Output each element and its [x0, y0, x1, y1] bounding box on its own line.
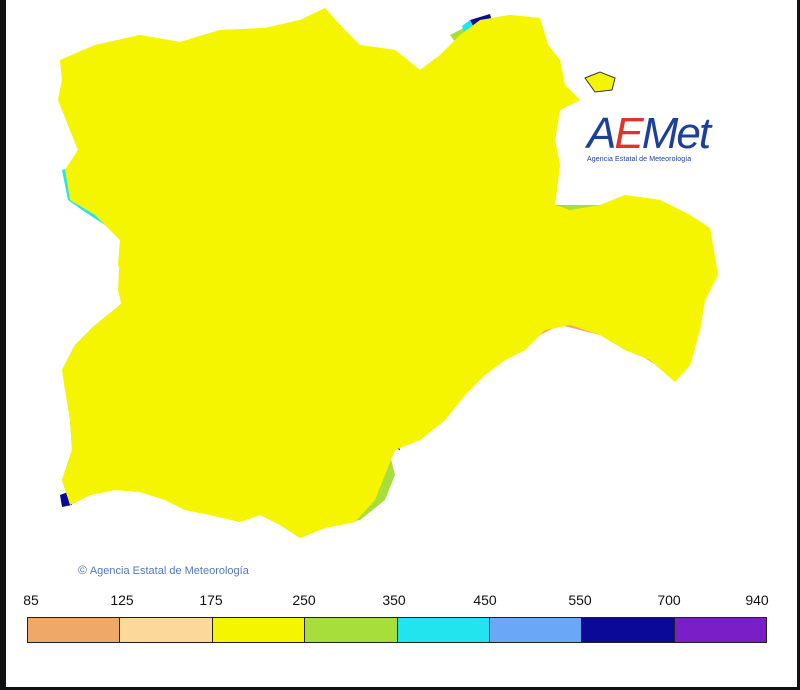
- copyright-text: Agencia Estatal de Meteorología: [89, 565, 249, 577]
- legend-swatch: [305, 618, 398, 642]
- copyright-icon: ©: [78, 563, 87, 577]
- legend-label: 700: [657, 592, 681, 608]
- legend-swatch: [489, 618, 583, 642]
- legend-label: 125: [110, 592, 134, 608]
- legend-labels: 85 125 175 250 350 450 550 700 940: [0, 592, 800, 612]
- legend-label: 175: [199, 592, 223, 608]
- color-legend: 85 125 175 250 350 450 550 700 940: [0, 590, 800, 650]
- legend-swatch: [582, 618, 675, 642]
- legend-label: 940: [745, 592, 769, 608]
- legend-label: 85: [23, 592, 39, 608]
- legend-label: 550: [568, 592, 592, 608]
- legend-label: 450: [473, 592, 497, 608]
- legend-swatch: [212, 618, 306, 642]
- legend-swatch: [674, 618, 766, 642]
- copyright-notice: © Agencia Estatal de Meteorología: [78, 563, 249, 577]
- legend-swatch: [397, 618, 490, 642]
- legend-label: 350: [382, 592, 406, 608]
- aemet-logo-subtitle: Agencia Estatal de Meteorología: [587, 156, 692, 163]
- aemet-logo-name: AEMet: [587, 109, 711, 158]
- aemet-logo: AEMet Agencia Estatal de Meteorología: [587, 112, 727, 172]
- legend-swatch: [120, 618, 213, 642]
- legend-swatch: [28, 618, 121, 642]
- legend-label: 250: [292, 592, 316, 608]
- legend-color-bar: [27, 617, 767, 643]
